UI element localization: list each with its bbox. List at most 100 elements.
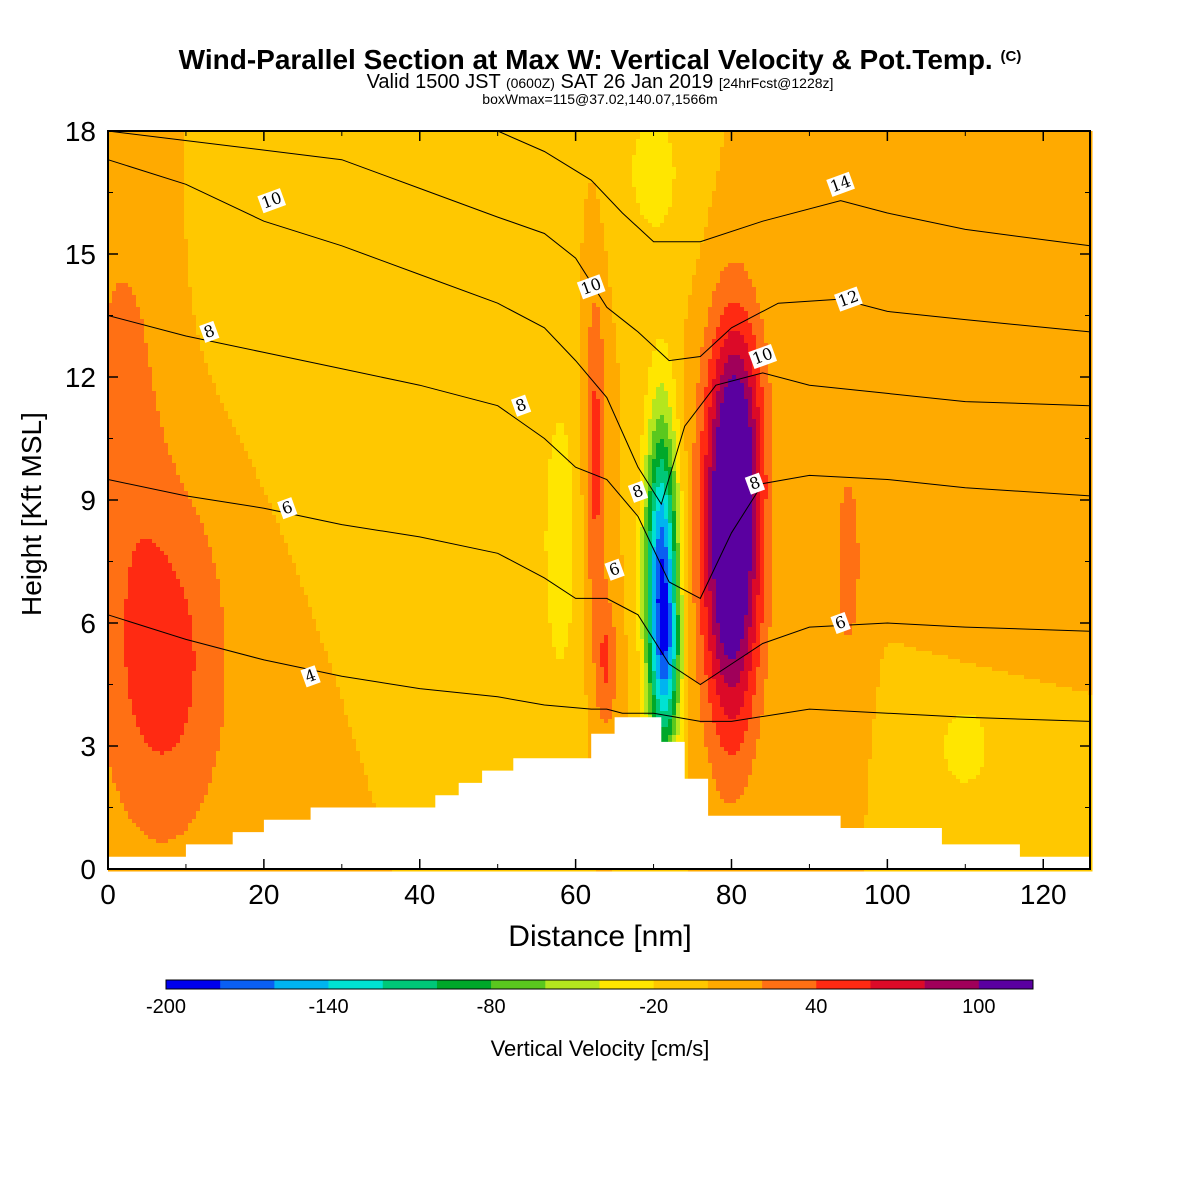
velocity-cell bbox=[960, 159, 965, 164]
velocity-cell bbox=[1060, 195, 1065, 200]
velocity-cell bbox=[644, 207, 649, 212]
velocity-cell bbox=[216, 199, 221, 204]
velocity-cell bbox=[804, 179, 809, 184]
velocity-cell bbox=[948, 207, 953, 212]
velocity-cell bbox=[200, 179, 205, 184]
velocity-cell bbox=[692, 159, 697, 164]
velocity-cell bbox=[164, 199, 169, 204]
velocity-cell bbox=[912, 203, 917, 208]
velocity-cell bbox=[332, 155, 337, 160]
velocity-cell bbox=[1072, 135, 1077, 140]
velocity-cell bbox=[1060, 183, 1065, 188]
velocity-cell bbox=[536, 159, 541, 164]
velocity-cell bbox=[652, 171, 657, 176]
velocity-cell bbox=[192, 195, 197, 200]
velocity-cell bbox=[204, 195, 209, 200]
velocity-cell bbox=[776, 159, 781, 164]
velocity-cell bbox=[556, 187, 561, 192]
velocity-cell bbox=[784, 195, 789, 200]
velocity-cell bbox=[164, 143, 169, 148]
velocity-cell bbox=[888, 195, 893, 200]
velocity-cell bbox=[328, 187, 333, 192]
velocity-cell bbox=[956, 163, 961, 168]
velocity-cell bbox=[820, 159, 825, 164]
velocity-cell bbox=[144, 131, 149, 136]
velocity-cell bbox=[340, 183, 345, 188]
velocity-cell bbox=[644, 143, 649, 148]
velocity-cell bbox=[248, 167, 253, 172]
velocity-cell bbox=[792, 159, 797, 164]
velocity-cell bbox=[108, 187, 113, 192]
velocity-cell bbox=[932, 147, 937, 152]
velocity-cell bbox=[856, 195, 861, 200]
velocity-cell bbox=[308, 211, 313, 216]
velocity-cell bbox=[164, 187, 169, 192]
velocity-cell bbox=[796, 183, 801, 188]
velocity-cell bbox=[188, 167, 193, 172]
velocity-cell bbox=[368, 151, 373, 156]
velocity-cell bbox=[316, 191, 321, 196]
velocity-cell bbox=[272, 187, 277, 192]
velocity-cell bbox=[436, 207, 441, 212]
velocity-cell bbox=[752, 163, 757, 168]
velocity-cell bbox=[700, 151, 705, 156]
velocity-cell bbox=[132, 163, 137, 168]
velocity-cell bbox=[916, 191, 921, 196]
velocity-cell bbox=[128, 151, 133, 156]
velocity-cell bbox=[448, 167, 453, 172]
velocity-cell bbox=[120, 163, 125, 168]
velocity-cell bbox=[560, 203, 565, 208]
velocity-cell bbox=[1012, 167, 1017, 172]
velocity-cell bbox=[184, 159, 189, 164]
velocity-cell bbox=[448, 159, 453, 164]
velocity-cell bbox=[900, 163, 905, 168]
velocity-cell bbox=[152, 203, 157, 208]
velocity-cell bbox=[280, 179, 285, 184]
velocity-cell bbox=[364, 131, 369, 136]
velocity-cell bbox=[652, 183, 657, 188]
velocity-cell bbox=[656, 203, 661, 208]
velocity-cell bbox=[736, 159, 741, 164]
velocity-cell bbox=[888, 167, 893, 172]
velocity-cell bbox=[816, 207, 821, 212]
velocity-cell bbox=[568, 199, 573, 204]
velocity-cell bbox=[288, 195, 293, 200]
velocity-cell bbox=[888, 143, 893, 148]
velocity-cell bbox=[572, 151, 577, 156]
velocity-cell bbox=[380, 191, 385, 196]
velocity-cell bbox=[768, 159, 773, 164]
velocity-cell bbox=[740, 175, 745, 180]
velocity-cell bbox=[424, 175, 429, 180]
velocity-cell bbox=[736, 163, 741, 168]
velocity-cell bbox=[432, 171, 437, 176]
velocity-cell bbox=[920, 187, 925, 192]
velocity-cell bbox=[300, 191, 305, 196]
velocity-cell bbox=[180, 199, 185, 204]
velocity-cell bbox=[256, 131, 261, 136]
velocity-cell bbox=[464, 179, 469, 184]
velocity-cell bbox=[352, 199, 357, 204]
velocity-cell bbox=[480, 139, 485, 144]
velocity-cell bbox=[576, 131, 581, 136]
velocity-cell bbox=[512, 135, 517, 140]
velocity-cell bbox=[984, 175, 989, 180]
velocity-cell bbox=[888, 163, 893, 168]
velocity-cell bbox=[664, 175, 669, 180]
velocity-cell bbox=[124, 203, 129, 208]
velocity-cell bbox=[744, 143, 749, 148]
velocity-cell bbox=[564, 203, 569, 208]
velocity-cell bbox=[920, 199, 925, 204]
velocity-cell bbox=[592, 187, 597, 192]
velocity-cell bbox=[260, 191, 265, 196]
velocity-cell bbox=[612, 135, 617, 140]
velocity-cell bbox=[620, 135, 625, 140]
velocity-cell bbox=[136, 163, 141, 168]
velocity-cell bbox=[616, 195, 621, 200]
velocity-cell bbox=[688, 139, 693, 144]
velocity-cell bbox=[796, 175, 801, 180]
velocity-cell bbox=[720, 159, 725, 164]
velocity-cell bbox=[272, 155, 277, 160]
velocity-cell bbox=[252, 199, 257, 204]
velocity-cell bbox=[240, 187, 245, 192]
velocity-cell bbox=[112, 199, 117, 204]
